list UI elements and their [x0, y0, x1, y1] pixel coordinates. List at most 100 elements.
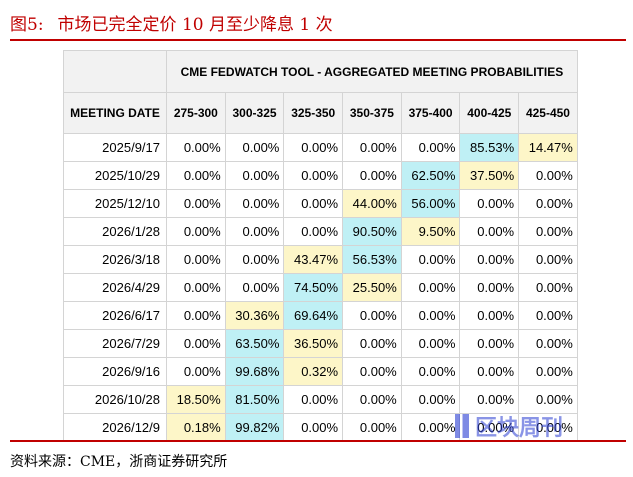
- probability-cell: 0.00%: [342, 385, 402, 414]
- table-row: 2026/12/9 0.18% 99.82% 0.00% 0.00% 0.00% 0.00%…: [63, 413, 578, 442]
- meeting-date-cell: 2025/10/29: [63, 161, 167, 190]
- probability-cell: 0.32%: [283, 357, 344, 386]
- probability-cell: 0.00%: [283, 161, 344, 190]
- meeting-date-cell: 2025/9/17: [63, 133, 167, 162]
- watermark-icon: [455, 414, 469, 438]
- probability-cell: 43.47%: [283, 245, 344, 274]
- meeting-date-cell: 2026/4/29: [63, 273, 167, 302]
- probability-cell: 0.00%: [224, 133, 285, 162]
- bottom-divider: [10, 440, 626, 442]
- probability-cell: 74.50%: [283, 273, 344, 302]
- rate-range-header: 400-425: [459, 92, 520, 134]
- probability-cell: 0.00%: [166, 301, 226, 330]
- probability-cell: 0.00%: [518, 273, 578, 302]
- probability-cell: 56.00%: [400, 189, 461, 218]
- probability-cell: 0.00%: [518, 329, 578, 358]
- probability-cell: 0.00%: [400, 301, 461, 330]
- probability-cell: 0.00%: [459, 273, 520, 302]
- probability-cell: 0.00%: [459, 329, 520, 358]
- table-row: 2026/7/29 0.00% 63.50% 36.50% 0.00% 0.00% 0.00…: [63, 329, 578, 358]
- probability-cell: 0.00%: [166, 245, 226, 274]
- probability-cell: 0.00%: [166, 217, 226, 246]
- probability-cell: 0.00%: [518, 189, 578, 218]
- probability-cell: 90.50%: [342, 217, 402, 246]
- probability-cell: 0.00%: [459, 217, 520, 246]
- figure-title: 图5: 市场已完全定价 10 月至少降息 1 次: [10, 10, 333, 35]
- probability-cell: 0.00%: [283, 413, 344, 442]
- probability-cell: 0.00%: [166, 189, 226, 218]
- fedwatch-table-container: CME FEDWATCH TOOL - AGGREGATED MEETING P…: [63, 50, 578, 442]
- table-tool-title: CME FEDWATCH TOOL - AGGREGATED MEETING P…: [166, 50, 578, 93]
- table-corner-cell: [63, 50, 167, 93]
- meeting-date-cell: 2026/10/28: [63, 385, 167, 414]
- fedwatch-probability-table: CME FEDWATCH TOOL - AGGREGATED MEETING P…: [63, 50, 578, 442]
- table-row: 2025/10/29 0.00% 0.00% 0.00% 0.00% 62.50% 37.5…: [63, 161, 578, 190]
- table-row: 2025/9/17 0.00% 0.00% 0.00% 0.00% 0.00% 85.53%…: [63, 133, 578, 162]
- meeting-date-header: MEETING DATE: [63, 92, 167, 134]
- probability-cell: 69.64%: [283, 301, 344, 330]
- probability-cell: 0.00%: [224, 189, 285, 218]
- probability-cell: 0.00%: [224, 245, 285, 274]
- probability-cell: 18.50%: [166, 385, 226, 414]
- probability-cell: 14.47%: [518, 133, 578, 162]
- probability-cell: 0.00%: [459, 357, 520, 386]
- watermark-text: 区块周刊: [475, 416, 564, 441]
- probability-cell: 99.68%: [224, 357, 285, 386]
- probability-cell: 0.00%: [166, 133, 226, 162]
- probability-cell: 0.00%: [400, 357, 461, 386]
- probability-cell: 0.00%: [342, 161, 402, 190]
- meeting-date-cell: 2026/1/28: [63, 217, 167, 246]
- rate-range-header: 300-325: [224, 92, 285, 134]
- probability-cell: 0.00%: [283, 385, 344, 414]
- probability-cell: 0.00%: [518, 301, 578, 330]
- probability-cell: 0.00%: [342, 301, 402, 330]
- probability-cell: 85.53%: [459, 133, 520, 162]
- probability-cell: 0.00%: [166, 273, 226, 302]
- meeting-date-cell: 2026/3/18: [63, 245, 167, 274]
- probability-cell: 0.00%: [342, 133, 402, 162]
- probability-cell: 0.00%: [224, 273, 285, 302]
- probability-cell: 0.00%: [518, 357, 578, 386]
- probability-cell: 0.00%: [459, 301, 520, 330]
- table-row: 2026/9/16 0.00% 99.68% 0.32% 0.00% 0.00% 0.00%…: [63, 357, 578, 386]
- figure-number: 图5:: [10, 15, 44, 35]
- probability-cell: 0.00%: [400, 133, 461, 162]
- rate-range-header: 425-450: [518, 92, 578, 134]
- table-row: 2026/1/28 0.00% 0.00% 0.00% 90.50% 9.50% 0.00%…: [63, 217, 578, 246]
- probability-cell: 63.50%: [224, 329, 285, 358]
- probability-cell: 0.00%: [283, 189, 344, 218]
- table-row: 2026/3/18 0.00% 0.00% 43.47% 56.53% 0.00% 0.00…: [63, 245, 578, 274]
- rate-range-header: 325-350: [283, 92, 344, 134]
- meeting-date-cell: 2026/6/17: [63, 301, 167, 330]
- probability-cell: 0.00%: [224, 217, 285, 246]
- table-row: 2026/6/17 0.00% 30.36% 69.64% 0.00% 0.00% 0.00…: [63, 301, 578, 330]
- probability-cell: 0.00%: [166, 357, 226, 386]
- probability-cell: 0.00%: [224, 161, 285, 190]
- probability-cell: 0.00%: [400, 329, 461, 358]
- probability-cell: 0.00%: [283, 217, 344, 246]
- probability-cell: 0.00%: [400, 273, 461, 302]
- probability-cell: 36.50%: [283, 329, 344, 358]
- probability-cell: 0.00%: [400, 245, 461, 274]
- probability-cell: 0.00%: [342, 413, 402, 442]
- rate-range-header: 375-400: [400, 92, 461, 134]
- probability-cell: 0.00%: [459, 413, 520, 442]
- probability-cell: 0.00%: [518, 245, 578, 274]
- probability-cell: 0.00%: [459, 245, 520, 274]
- probability-cell: 25.50%: [342, 273, 402, 302]
- rate-range-header: 350-375: [342, 92, 402, 134]
- rate-range-header: 275-300: [166, 92, 226, 134]
- probability-cell: 0.00%: [518, 385, 578, 414]
- probability-cell: 99.82%: [224, 413, 285, 442]
- probability-cell: 44.00%: [342, 189, 402, 218]
- meeting-date-cell: 2025/12/10: [63, 189, 167, 218]
- probability-cell: 0.00%: [518, 217, 578, 246]
- figure-title-text: 市场已完全定价 10 月至少降息 1 次: [57, 15, 333, 35]
- table-row: 2026/4/29 0.00% 0.00% 74.50% 25.50% 0.00% 0.00…: [63, 273, 578, 302]
- probability-cell: 0.00%: [283, 133, 344, 162]
- probability-cell: 9.50%: [400, 217, 461, 246]
- probability-cell: 0.00%: [459, 385, 520, 414]
- meeting-date-cell: 2026/7/29: [63, 329, 167, 358]
- probability-cell: 0.00%: [400, 385, 461, 414]
- source-note: 资料来源：CME，浙商证券研究所: [10, 454, 228, 470]
